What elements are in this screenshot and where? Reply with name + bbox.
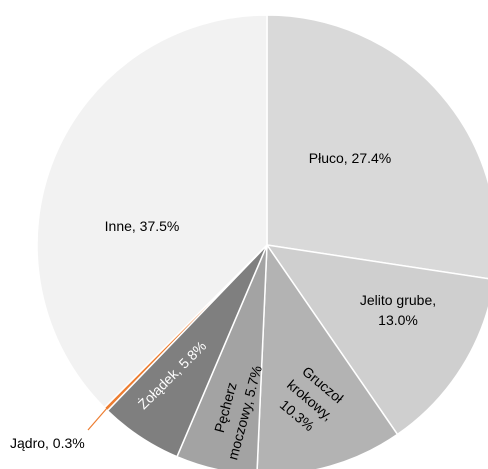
pie-slice-gruczoł-krokowy bbox=[256, 242, 399, 469]
pie-slice-inne bbox=[36, 14, 268, 409]
data-label-line: Jądro, 0.3% bbox=[10, 435, 85, 451]
data-label-inne: Inne, 37.5% bbox=[105, 218, 180, 234]
data-label-jądro: Jądro, 0.3% bbox=[10, 435, 85, 451]
data-label-line: Jelito grube, bbox=[360, 292, 436, 308]
leader-line-jadro bbox=[87, 407, 108, 431]
data-label-line: Inne, 37.5% bbox=[105, 218, 180, 234]
data-label-line: Płuco, 27.4% bbox=[309, 150, 392, 166]
data-label-line: 13.0% bbox=[378, 312, 418, 328]
pie-slice-płuco bbox=[266, 14, 488, 280]
pie-slice-jelito-grube bbox=[265, 243, 488, 436]
data-label-płuco: Płuco, 27.4% bbox=[309, 150, 392, 166]
data-label-jelito-grube: Jelito grube, 13.0% bbox=[360, 292, 436, 328]
